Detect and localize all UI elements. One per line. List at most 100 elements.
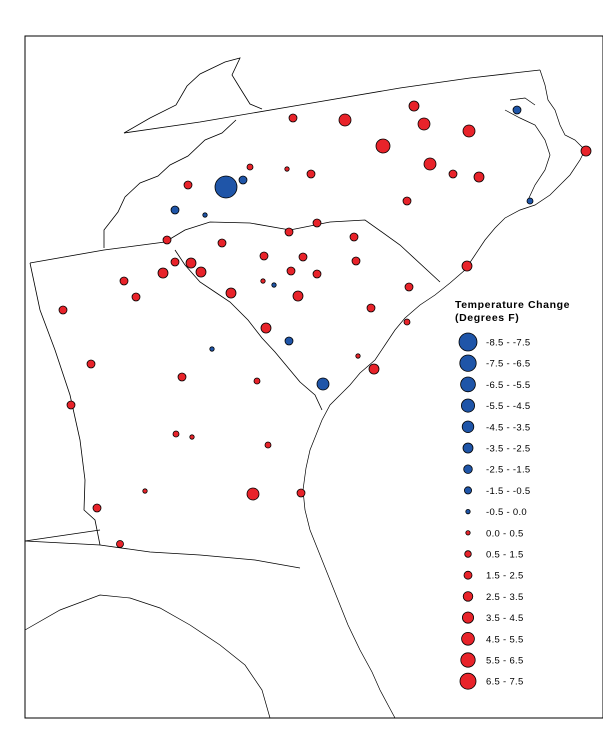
station-marker	[238, 175, 248, 185]
station-marker	[260, 322, 272, 334]
station-marker	[351, 256, 361, 266]
station-marker	[461, 260, 473, 272]
station-marker	[284, 166, 290, 172]
legend-swatch	[461, 420, 475, 434]
station-markers	[58, 100, 592, 548]
station-marker	[217, 238, 227, 248]
legend-swatch	[461, 611, 474, 624]
legend-label: -3.5 - -2.5	[486, 444, 530, 455]
station-marker	[404, 282, 414, 292]
station-marker	[142, 488, 148, 494]
station-marker	[306, 169, 316, 179]
station-marker	[312, 269, 322, 279]
legend-swatch	[465, 530, 471, 536]
station-marker	[408, 100, 420, 112]
legend-swatch	[462, 442, 474, 454]
station-marker	[284, 227, 294, 237]
legend-label: -1.5 - -0.5	[486, 486, 530, 497]
station-marker	[368, 363, 380, 375]
station-marker	[195, 266, 207, 278]
legend-label: 4.5 - 5.5	[486, 634, 524, 645]
legend-swatch	[459, 672, 477, 690]
station-marker	[253, 377, 261, 385]
legend-label: 2.5 - 3.5	[486, 592, 524, 603]
legend-title-line2: (Degrees F)	[455, 312, 519, 324]
legend-label: 6.5 - 7.5	[486, 677, 524, 688]
station-marker	[448, 169, 458, 179]
legend-title-line1: Temperature Change	[455, 299, 570, 311]
station-marker	[403, 318, 411, 326]
station-marker	[286, 266, 296, 276]
legend-label: 0.5 - 1.5	[486, 550, 524, 561]
legend-label: -4.5 - -3.5	[486, 422, 530, 433]
station-marker	[292, 290, 304, 302]
station-marker	[259, 251, 269, 261]
station-marker	[170, 205, 180, 215]
legend-label: -8.5 - -7.5	[486, 338, 530, 349]
station-marker	[214, 175, 238, 199]
station-marker	[338, 113, 352, 127]
station-marker	[157, 267, 169, 279]
legend-label: -7.5 - -6.5	[486, 359, 530, 370]
station-marker	[246, 163, 254, 171]
station-marker	[423, 157, 437, 171]
station-marker	[580, 145, 592, 157]
station-marker	[116, 540, 124, 548]
legend-swatch	[460, 398, 475, 413]
legend-label: -6.5 - -5.5	[486, 380, 530, 391]
station-marker	[473, 171, 485, 183]
legend-label: -0.5 - 0.0	[486, 507, 527, 518]
station-marker	[526, 197, 534, 205]
station-marker	[312, 218, 322, 228]
legend-label: 1.5 - 2.5	[486, 571, 524, 582]
legend-swatch	[459, 354, 477, 372]
station-marker	[172, 430, 180, 438]
station-marker	[119, 276, 129, 286]
station-marker	[170, 257, 180, 267]
station-marker	[185, 257, 197, 269]
station-marker	[284, 336, 294, 346]
station-marker	[349, 232, 359, 242]
legend-swatch	[458, 332, 478, 352]
station-marker	[402, 196, 412, 206]
legend: Temperature Change (Degrees F) -8.5 - -7…	[455, 299, 570, 690]
station-marker	[375, 138, 391, 154]
station-marker	[296, 488, 306, 498]
station-marker	[355, 353, 361, 359]
legend-swatch	[462, 591, 474, 602]
station-marker	[271, 282, 277, 288]
legend-swatch	[460, 652, 476, 668]
station-marker	[58, 305, 68, 315]
station-marker	[209, 346, 215, 352]
station-marker	[417, 117, 431, 131]
legend-swatch	[463, 464, 473, 474]
station-marker	[183, 180, 193, 190]
station-marker	[92, 503, 102, 513]
station-marker	[246, 487, 260, 501]
station-marker	[288, 113, 298, 123]
legend-label: 3.5 - 4.5	[486, 613, 524, 624]
station-marker	[86, 359, 96, 369]
station-marker	[316, 377, 330, 391]
station-marker	[260, 278, 266, 284]
station-marker	[131, 292, 141, 302]
legend-swatch	[460, 376, 476, 393]
legend-label: 5.5 - 6.5	[486, 656, 524, 667]
station-marker	[162, 235, 172, 245]
station-marker	[202, 212, 208, 218]
station-marker	[66, 400, 76, 410]
legend-entries: -8.5 - -7.5 -7.5 - -6.5 -6.5 - -5.5 -5.5 - …	[458, 332, 530, 690]
legend-swatch	[465, 508, 471, 515]
station-marker	[264, 441, 272, 449]
legend-swatch	[461, 631, 475, 646]
station-marker	[366, 303, 376, 313]
legend-swatch	[463, 486, 472, 495]
legend-label: -5.5 - -4.5	[486, 401, 530, 412]
legend-label: 0.0 - 0.5	[486, 528, 524, 539]
station-marker	[298, 252, 308, 262]
station-marker	[177, 372, 187, 382]
legend-swatch	[463, 570, 473, 580]
legend-label: -2.5 - -1.5	[486, 465, 530, 476]
